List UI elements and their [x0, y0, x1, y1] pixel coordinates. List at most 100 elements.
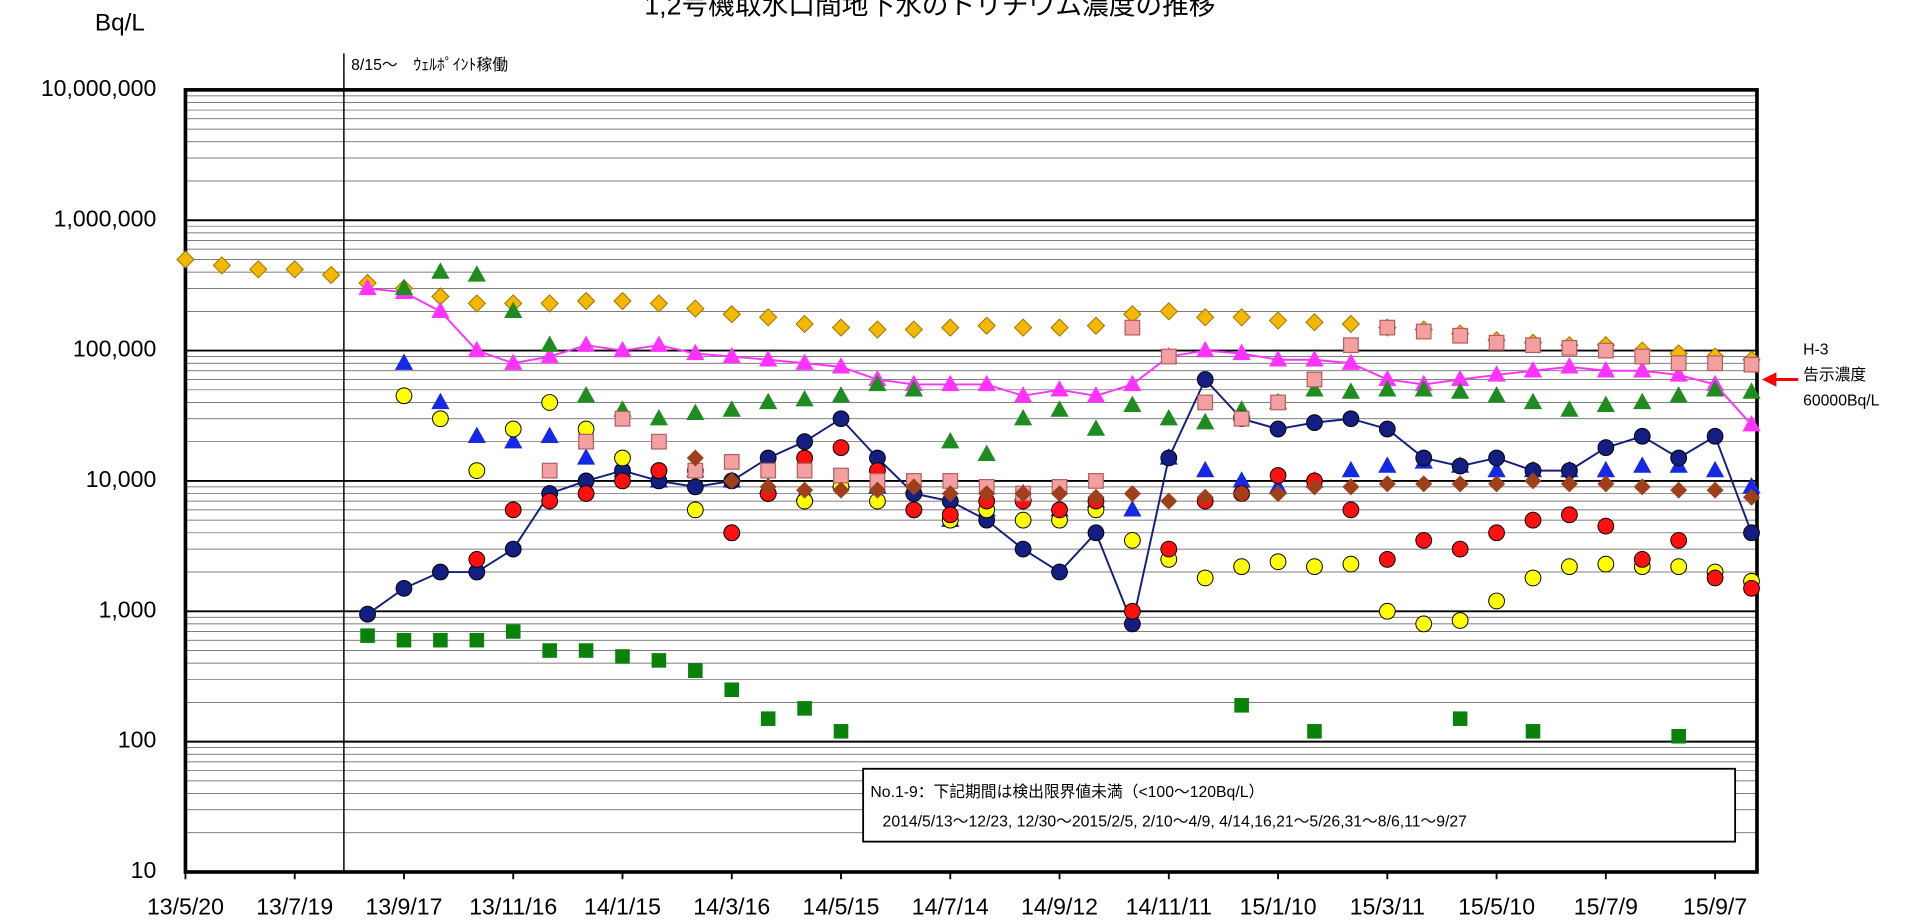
point [1451, 457, 1469, 475]
point [614, 472, 631, 490]
point [1196, 569, 1214, 587]
point [467, 340, 486, 358]
point [1269, 485, 1287, 503]
point [1196, 488, 1214, 506]
point [504, 501, 522, 519]
point [1014, 540, 1032, 558]
point [758, 308, 778, 327]
point [542, 643, 557, 658]
reference-label: H-3 [1803, 342, 1829, 359]
point [1597, 439, 1615, 457]
chart-title: 1,2号機取水口間地下水のトリチウム濃度の推移 [644, 0, 1215, 20]
point [686, 449, 704, 467]
point [1670, 558, 1688, 576]
point [651, 653, 667, 668]
point [1342, 410, 1360, 428]
point [468, 551, 486, 568]
point [578, 433, 594, 450]
point [649, 409, 669, 426]
point [904, 380, 923, 397]
point [576, 386, 596, 403]
point [1487, 365, 1506, 382]
point [1306, 371, 1323, 388]
point [1415, 323, 1432, 340]
point [650, 462, 668, 479]
point [1633, 478, 1651, 496]
point [1341, 353, 1361, 370]
point [1488, 334, 1505, 351]
point [688, 663, 703, 679]
point [1487, 460, 1506, 478]
point [1378, 475, 1396, 493]
x-tick-label: 15/5/10 [1458, 894, 1535, 920]
point [686, 299, 705, 318]
point [1525, 337, 1541, 354]
point [1488, 475, 1506, 493]
point [1087, 488, 1105, 506]
y-tick-label: 1,000,000 [54, 205, 157, 231]
point [1233, 558, 1251, 576]
point [1307, 724, 1322, 739]
point [1196, 371, 1214, 388]
point [540, 335, 559, 352]
point [396, 632, 412, 648]
point [722, 346, 741, 364]
point [941, 318, 960, 337]
x-tick-label: 13/5/20 [147, 894, 224, 920]
x-tick-label: 14/5/15 [803, 894, 880, 920]
point [1160, 540, 1178, 558]
plot-frame [183, 88, 1759, 874]
y-tick-label: 100,000 [73, 336, 156, 362]
point [615, 649, 630, 664]
x-tick-label: 14/9/12 [1021, 894, 1098, 920]
point [431, 301, 450, 319]
point [1086, 419, 1106, 436]
point [1233, 485, 1251, 503]
point [577, 485, 595, 502]
point [759, 392, 778, 410]
point [833, 724, 849, 739]
point [1378, 369, 1397, 387]
point [1597, 342, 1614, 359]
point [1670, 481, 1688, 499]
point [504, 353, 523, 370]
point [432, 563, 449, 581]
point [686, 501, 704, 519]
x-tick-label: 14/1/15 [584, 894, 661, 920]
point [1705, 380, 1725, 397]
point [1488, 592, 1505, 610]
x-tick-label: 15/7/9 [1574, 894, 1638, 920]
point [432, 410, 449, 428]
point [1378, 420, 1396, 438]
point [576, 335, 596, 352]
point [831, 386, 851, 403]
point [540, 294, 559, 313]
point [433, 632, 448, 648]
x-tick-label: 13/9/17 [365, 894, 442, 920]
point [1742, 414, 1761, 432]
point [1050, 318, 1069, 337]
point [795, 353, 814, 370]
point [1415, 475, 1433, 493]
point [649, 294, 669, 313]
point [760, 711, 776, 726]
point [1743, 524, 1760, 542]
point [1561, 506, 1578, 524]
point [723, 472, 741, 490]
point [395, 387, 413, 405]
point [977, 444, 996, 462]
point [1342, 555, 1360, 573]
point [1560, 475, 1578, 493]
point [1743, 356, 1760, 373]
point [576, 448, 596, 465]
point [832, 439, 850, 457]
note-box [862, 767, 1737, 843]
point [614, 410, 631, 427]
point [1451, 612, 1469, 629]
point [1050, 380, 1069, 397]
x-tick-label: 15/9/7 [1683, 894, 1747, 920]
y-tick-label: 10 [131, 857, 157, 883]
x-tick-label: 15/3/11 [1350, 894, 1425, 920]
point [1305, 380, 1324, 397]
point [723, 524, 741, 542]
